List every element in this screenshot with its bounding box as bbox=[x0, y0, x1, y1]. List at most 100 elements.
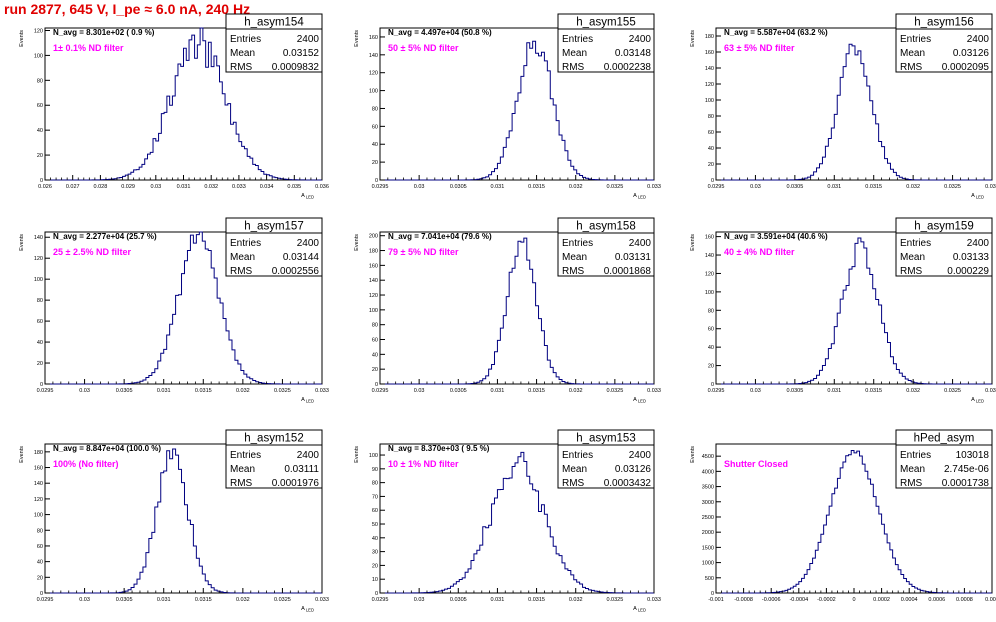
navg-annotation: N_avg = 7.041e+04 (79.6 %) bbox=[388, 232, 492, 241]
y-tick-label: 100 bbox=[369, 89, 378, 95]
x-tick-label: 0.0315 bbox=[528, 597, 545, 603]
y-tick-label: 60 bbox=[708, 130, 714, 136]
x-tick-label: 0.033 bbox=[985, 388, 996, 394]
y-tick-label: 3000 bbox=[702, 500, 714, 506]
x-tick-label: 0.0315 bbox=[195, 388, 212, 394]
x-tick-label: 0.0004 bbox=[901, 597, 918, 603]
filter-annotation: 79 ± 5% ND filter bbox=[388, 247, 459, 257]
y-tick-label: 160 bbox=[369, 35, 378, 41]
stats-value: 0.0002238 bbox=[604, 62, 652, 73]
y-tick-label: 40 bbox=[37, 340, 43, 346]
x-tick-label: 0.032 bbox=[204, 184, 218, 190]
x-tick-label: 0.0305 bbox=[786, 184, 803, 190]
x-tick-label: 0.036 bbox=[315, 184, 329, 190]
x-tick-label: 0.0325 bbox=[606, 184, 623, 190]
x-tick-label: 0.032 bbox=[569, 388, 583, 394]
stats-label: Entries bbox=[230, 34, 261, 45]
stats-box: h_asym158 Entries 2400 Mean 0.03131 RMS 0.0001… bbox=[557, 217, 655, 277]
histogram-panel-h_asym155: 0.0295 0.03 0.0305 0.031 0.0315 0.032 0.0325 0.… bbox=[354, 13, 661, 200]
x-tick-label: 0.0295 bbox=[37, 388, 54, 394]
x-tick-label: 0.032 bbox=[236, 597, 250, 603]
y-tick-label: 140 bbox=[34, 481, 43, 487]
filter-annotation: 40 ± 4% ND filter bbox=[724, 247, 795, 257]
x-tick-label: 0.03 bbox=[750, 184, 761, 190]
stats-box: hPed_asym Entries 103018 Mean 2.745e-06 RMS 0.… bbox=[895, 429, 993, 489]
x-tick-label: 0.029 bbox=[121, 184, 135, 190]
x-tick-label: -0.001 bbox=[708, 597, 724, 603]
x-tick-label: 0.0295 bbox=[708, 388, 725, 394]
histogram-line bbox=[380, 451, 654, 594]
y-tick-label: 20 bbox=[37, 153, 43, 159]
stats-label: RMS bbox=[230, 266, 253, 277]
y-tick-label: 120 bbox=[34, 497, 43, 503]
x-tick-label: 0.035 bbox=[287, 184, 301, 190]
y-tick-label: 40 bbox=[372, 352, 378, 358]
stats-value: 0.03144 bbox=[283, 252, 320, 263]
x-tick-label: 0.0315 bbox=[865, 184, 882, 190]
y-tick-label: 60 bbox=[372, 338, 378, 344]
histogram-panel-h_asym157: 0.0295 0.03 0.0305 0.031 0.0315 0.032 0.0325 0.… bbox=[19, 217, 329, 404]
x-axis-label: ALED bbox=[301, 606, 314, 613]
stats-box: h_asym154 Entries 2400 Mean 0.03152 RMS 0.0009… bbox=[225, 13, 323, 73]
stats-label: Entries bbox=[900, 238, 931, 249]
x-tick-label: 0.026 bbox=[38, 184, 52, 190]
y-tick-label: 1500 bbox=[702, 545, 714, 551]
y-tick-label: 60 bbox=[708, 327, 714, 333]
histogram-line bbox=[45, 27, 322, 181]
x-tick-label: 0.032 bbox=[906, 388, 920, 394]
x-axis-label: ALED bbox=[301, 397, 314, 404]
y-axis-label: Events bbox=[19, 30, 25, 47]
stats-box: h_asym156 Entries 2400 Mean 0.03126 RMS 0.0002… bbox=[895, 13, 993, 73]
stats-label: RMS bbox=[900, 478, 923, 489]
x-tick-label: 0.0305 bbox=[450, 184, 467, 190]
y-tick-label: 100 bbox=[369, 453, 378, 459]
stats-label: RMS bbox=[562, 62, 585, 73]
y-tick-label: 60 bbox=[37, 103, 43, 109]
x-axis-label: ALED bbox=[633, 397, 646, 404]
x-tick-label: 0.0315 bbox=[865, 388, 882, 394]
stats-value: 0.0001976 bbox=[272, 478, 320, 489]
histogram-name: h_asym153 bbox=[576, 433, 635, 445]
stats-label: Entries bbox=[562, 34, 593, 45]
histogram-panel-h_asym156: 0.0295 0.03 0.0305 0.031 0.0315 0.032 0.0325 0.… bbox=[690, 13, 996, 200]
y-tick-label: 20 bbox=[37, 361, 43, 367]
stats-value: 2400 bbox=[297, 450, 320, 461]
stats-value: 2400 bbox=[297, 238, 320, 249]
y-axis-label: Events bbox=[354, 234, 360, 251]
y-tick-label: 160 bbox=[705, 235, 714, 241]
y-tick-label: 80 bbox=[372, 323, 378, 329]
x-tick-label: 0.0008 bbox=[956, 597, 973, 603]
y-tick-label: 140 bbox=[705, 253, 714, 259]
stats-label: RMS bbox=[230, 62, 253, 73]
x-tick-label: 0.031 bbox=[491, 184, 505, 190]
stats-box: h_asym152 Entries 2400 Mean 0.03111 RMS 0.0001… bbox=[225, 429, 323, 489]
x-tick-label: 0.0295 bbox=[708, 184, 725, 190]
y-tick-label: 40 bbox=[37, 128, 43, 134]
stats-label: Mean bbox=[230, 464, 255, 475]
x-tick-label: 0.0325 bbox=[944, 388, 961, 394]
x-tick-label: 0.03 bbox=[414, 597, 425, 603]
x-tick-label: -0.0002 bbox=[817, 597, 836, 603]
filter-annotation: Shutter Closed bbox=[724, 459, 788, 469]
stats-box: h_asym153 Entries 2400 Mean 0.03126 RMS 0.0003… bbox=[557, 429, 655, 489]
x-tick-label: 0.03 bbox=[150, 184, 161, 190]
histogram-line bbox=[380, 237, 654, 385]
histogram-line bbox=[380, 40, 654, 181]
y-tick-label: 80 bbox=[37, 298, 43, 304]
y-tick-label: 40 bbox=[708, 345, 714, 351]
stats-label: Mean bbox=[562, 48, 587, 59]
stats-value: 0.03111 bbox=[284, 464, 319, 475]
stats-label: RMS bbox=[562, 266, 585, 277]
x-tick-label: 0.0305 bbox=[450, 597, 467, 603]
y-tick-label: 20 bbox=[372, 367, 378, 373]
y-tick-label: 180 bbox=[369, 249, 378, 255]
histogram-name: h_asym154 bbox=[244, 17, 304, 29]
stats-label: Entries bbox=[230, 238, 261, 249]
stats-label: Entries bbox=[562, 450, 593, 461]
x-axis-label: ALED bbox=[971, 397, 984, 404]
x-tick-label: 0.0325 bbox=[606, 388, 623, 394]
y-tick-label: 50 bbox=[372, 522, 378, 528]
stats-value: 2400 bbox=[629, 34, 652, 45]
stats-value: 0.03133 bbox=[953, 252, 990, 263]
x-tick-label: 0 bbox=[852, 597, 855, 603]
